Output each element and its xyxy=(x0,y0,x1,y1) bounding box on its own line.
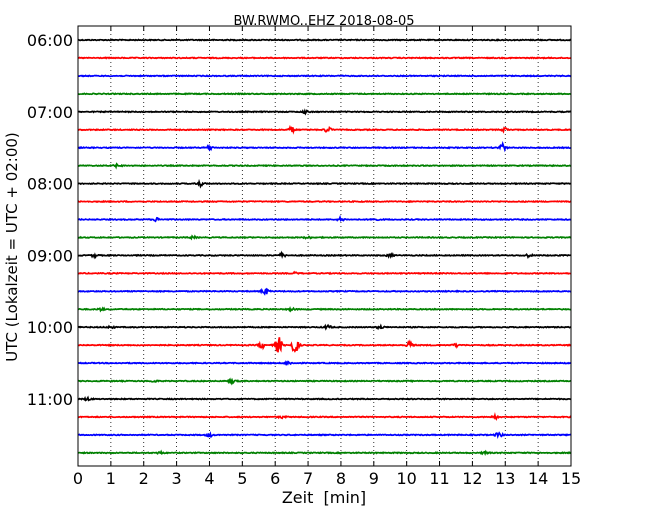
trace-0645 xyxy=(77,92,572,96)
x-tick-label: 14 xyxy=(528,469,548,488)
trace-1115 xyxy=(77,411,572,421)
x-tick-label: 3 xyxy=(172,469,182,488)
x-tick-label: 7 xyxy=(303,469,313,488)
x-tick-label: 10 xyxy=(396,469,416,488)
y-tick-label: 11:00 xyxy=(27,390,73,409)
y-tick-label: 08:00 xyxy=(27,175,73,194)
trace-1045 xyxy=(77,377,572,386)
x-tick-label: 9 xyxy=(369,469,379,488)
trace-0815 xyxy=(77,199,572,204)
x-tick-label: 15 xyxy=(561,469,581,488)
trace-0730 xyxy=(77,140,572,153)
x-tick-label: 1 xyxy=(106,469,116,488)
x-axis-label: Zeit [min] xyxy=(282,488,366,507)
y-tick-label: 09:00 xyxy=(27,246,73,265)
y-tick-label: 07:00 xyxy=(27,103,73,122)
trace-0700 xyxy=(77,108,572,116)
x-tick-label: 12 xyxy=(462,469,482,488)
x-axis: 0 1 2 3 4 5 6 7 8 9 10 11 12 13 14 15 xyxy=(73,26,581,488)
x-tick-label: 4 xyxy=(204,469,214,488)
trace-0900 xyxy=(77,250,572,260)
trace-0600 xyxy=(77,38,572,42)
x-tick-label: 6 xyxy=(270,469,280,488)
x-tick-label: 11 xyxy=(429,469,449,488)
trace-0745 xyxy=(77,162,572,170)
x-tick-label: 2 xyxy=(139,469,149,488)
grid-lines xyxy=(110,26,539,466)
traces-group xyxy=(77,38,572,457)
trace-1015 xyxy=(77,337,572,353)
y-axis-label: UTC (Lokalzeit = UTC + 02:00) xyxy=(3,132,21,362)
x-tick-label: 0 xyxy=(73,469,83,488)
y-tick-label: 10:00 xyxy=(27,318,73,337)
trace-0715 xyxy=(77,124,572,135)
plot-frame xyxy=(77,25,572,467)
trace-0915 xyxy=(77,270,572,276)
trace-0845 xyxy=(77,234,572,241)
y-axis: 06:00 07:00 08:00 09:00 10:00 11:00 xyxy=(27,31,571,409)
x-tick-label: 13 xyxy=(495,469,515,488)
chart-title: BW.RWMO..EHZ 2018-08-05 xyxy=(233,14,414,29)
trace-0800 xyxy=(77,178,572,189)
trace-0630 xyxy=(77,74,572,78)
trace-1000 xyxy=(77,323,572,331)
trace-0830 xyxy=(77,214,572,223)
trace-1145 xyxy=(77,449,572,457)
y-tick-label: 06:00 xyxy=(27,31,73,50)
x-tick-label: 8 xyxy=(336,469,346,488)
x-tick-label: 5 xyxy=(237,469,247,488)
trace-0945 xyxy=(78,305,572,313)
trace-0615 xyxy=(77,56,572,60)
trace-1030 xyxy=(77,360,572,366)
trace-1130 xyxy=(77,430,572,439)
trace-0930 xyxy=(77,287,572,296)
trace-1100 xyxy=(77,395,572,402)
